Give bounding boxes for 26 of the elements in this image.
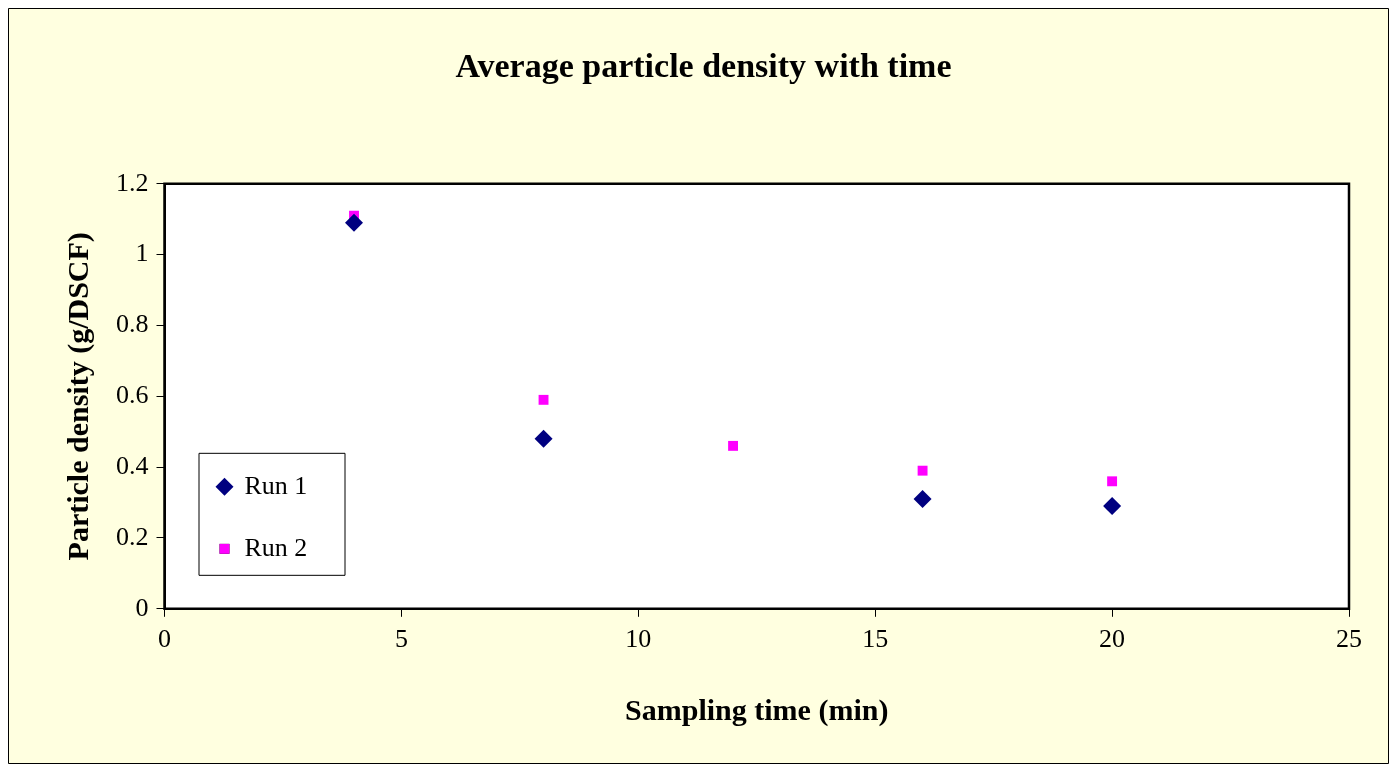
x-tick-label: 5	[394, 624, 408, 654]
y-tick-label: 0.6	[116, 380, 149, 410]
point	[538, 394, 549, 405]
point	[534, 429, 553, 448]
y-tick-label: 1.2	[116, 167, 149, 197]
point	[1103, 497, 1122, 516]
x-tick-label: 0	[158, 624, 171, 654]
point	[1107, 476, 1118, 487]
point	[728, 440, 739, 451]
y-tick-label: 1	[135, 238, 149, 268]
x-tick-label: 15	[862, 624, 889, 654]
legend-label: Run 1	[244, 470, 308, 500]
y-tick-label: 0	[135, 592, 149, 622]
y-tick-label: 0.4	[116, 450, 149, 480]
legend-label: Run 2	[244, 532, 308, 562]
point	[917, 465, 928, 476]
chart-title: Average particle density with time	[455, 47, 952, 85]
x-tick-label: 25	[1336, 624, 1362, 654]
y-axis-title: Particle density (g/DSCF)	[60, 232, 95, 561]
x-tick-label: 20	[1099, 624, 1126, 654]
point	[913, 490, 932, 509]
y-tick-label: 0.2	[116, 521, 149, 551]
x-tick-label: 10	[625, 624, 652, 654]
x-axis-title: Sampling time (min)	[625, 692, 889, 727]
y-tick-label: 0.8	[116, 309, 149, 339]
point	[345, 213, 364, 232]
